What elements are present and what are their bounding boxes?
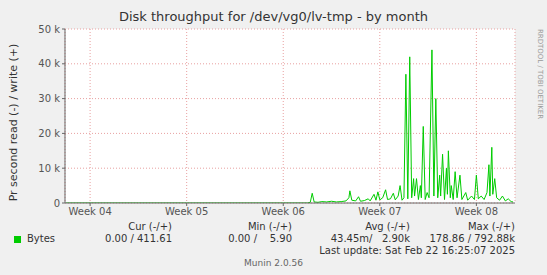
html-text:0.00 / 411.61: 0.00 / 411.61 — [105, 233, 172, 244]
html-text:43.45m/ 2.90k: 43.45m/ 2.90k — [330, 233, 410, 244]
svg-text:30 k: 30 k — [38, 93, 60, 104]
html-text:Last update: Sat Feb 22 16:25:: Last update: Sat Feb 22 16:25:07 2025 — [319, 245, 515, 256]
svg-text:40 k: 40 k — [38, 58, 60, 69]
html-text:0.00 / 5.90: 0.00 / 5.90 — [228, 233, 292, 244]
html-text:Bytes: Bytes — [27, 233, 56, 244]
html-text:Disk throughput for /dev/vg0/l: Disk throughput for /dev/vg0/lv-tmp - by… — [119, 9, 428, 24]
html-text:Pr second read (-) / write (+): Pr second read (-) / write (+) — [6, 43, 20, 202]
svg-text:Week 06: Week 06 — [262, 206, 305, 216]
svg-text:Week 07: Week 07 — [358, 206, 401, 216]
html-text:Cur (-/+): Cur (-/+) — [128, 221, 172, 232]
svg-text:Week 04: Week 04 — [68, 206, 111, 216]
html-text:Max (-/+): Max (-/+) — [468, 221, 515, 232]
html-text:Avg (-/+): Avg (-/+) — [365, 221, 410, 232]
html-text:Munin 2.0.56: Munin 2.0.56 — [244, 258, 303, 268]
svg-text:Week 05: Week 05 — [165, 206, 208, 216]
svg-text:20 k: 20 k — [38, 128, 60, 139]
svg-text:Week 08: Week 08 — [455, 206, 498, 216]
html-text:178.86 / 792.88k: 178.86 / 792.88k — [429, 233, 515, 244]
html-text:RRDTOOL / TOBI OETIKER: RRDTOOL / TOBI OETIKER — [536, 28, 544, 120]
svg-text:10 k: 10 k — [38, 163, 60, 174]
html-text:Min (-/+): Min (-/+) — [247, 221, 292, 232]
svg-text:0: 0 — [54, 198, 60, 209]
svg-text:50 k: 50 k — [38, 24, 60, 35]
